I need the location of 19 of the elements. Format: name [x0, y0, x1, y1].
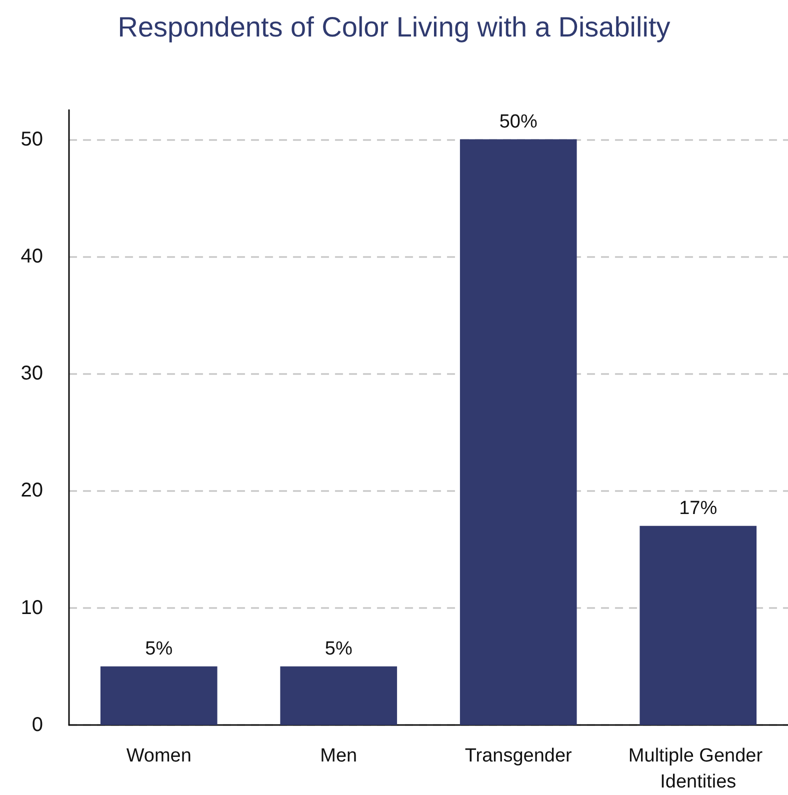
chart-title: Respondents of Color Living with a Disability — [118, 12, 670, 42]
bar — [460, 139, 577, 725]
x-tick-label: Women — [126, 746, 192, 766]
bar — [640, 526, 757, 725]
data-label: 5% — [145, 638, 173, 660]
data-label: 17% — [679, 498, 718, 519]
bar — [100, 666, 218, 725]
bar — [280, 666, 398, 725]
data-label: 50% — [499, 111, 538, 132]
y-tick-label: 10 — [20, 596, 43, 619]
y-tick-label: 30 — [20, 362, 43, 385]
y-tick-label: 50 — [20, 128, 43, 150]
x-tick-label: Transgender — [464, 746, 573, 766]
x-tick-label: Men — [320, 746, 358, 766]
y-tick-label: 0 — [32, 714, 43, 736]
y-tick-label: 20 — [20, 480, 43, 502]
x-tick-label: Multiple Gender Identities — [628, 746, 768, 792]
data-label: 5% — [324, 638, 352, 660]
y-tick-label: 40 — [20, 245, 43, 268]
